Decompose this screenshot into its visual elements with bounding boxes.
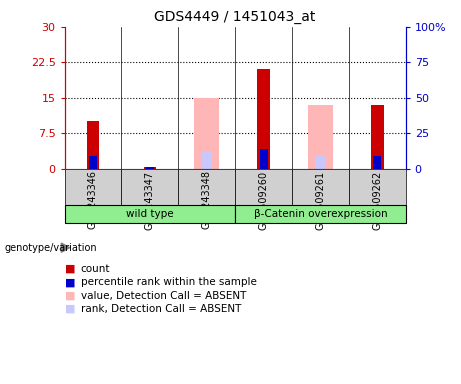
Text: genotype/variation: genotype/variation bbox=[5, 243, 97, 253]
Title: GDS4449 / 1451043_at: GDS4449 / 1451043_at bbox=[154, 10, 316, 25]
Bar bbox=[201, 152, 212, 169]
Text: percentile rank within the sample: percentile rank within the sample bbox=[81, 277, 257, 287]
Bar bbox=[373, 156, 381, 169]
Text: ■: ■ bbox=[65, 264, 75, 274]
Bar bbox=[146, 167, 154, 169]
Bar bbox=[65, 205, 235, 223]
Text: ■: ■ bbox=[65, 304, 75, 314]
Bar bbox=[178, 169, 235, 205]
Text: ■: ■ bbox=[65, 277, 75, 287]
Bar bbox=[371, 105, 384, 169]
Text: wild type: wild type bbox=[126, 209, 174, 219]
Text: β-Catenin overexpression: β-Catenin overexpression bbox=[254, 209, 387, 219]
Bar bbox=[65, 169, 121, 205]
Bar bbox=[292, 169, 349, 205]
Text: GSM509261: GSM509261 bbox=[315, 170, 325, 230]
Text: GSM243347: GSM243347 bbox=[145, 170, 155, 230]
Text: GSM509260: GSM509260 bbox=[259, 170, 269, 230]
Text: GSM243346: GSM243346 bbox=[88, 170, 98, 229]
Bar bbox=[349, 169, 406, 205]
Bar bbox=[89, 156, 97, 169]
Bar bbox=[260, 149, 267, 169]
Bar bbox=[121, 169, 178, 205]
Bar bbox=[145, 167, 155, 169]
Text: GSM243348: GSM243348 bbox=[201, 170, 212, 229]
Bar bbox=[143, 167, 156, 169]
Text: GSM509262: GSM509262 bbox=[372, 170, 382, 230]
Text: ■: ■ bbox=[65, 291, 75, 301]
Bar bbox=[257, 70, 270, 169]
Bar bbox=[315, 156, 325, 169]
Bar bbox=[235, 205, 406, 223]
Bar bbox=[307, 105, 333, 169]
Bar bbox=[87, 121, 99, 169]
Text: rank, Detection Call = ABSENT: rank, Detection Call = ABSENT bbox=[81, 304, 241, 314]
Text: value, Detection Call = ABSENT: value, Detection Call = ABSENT bbox=[81, 291, 246, 301]
Bar bbox=[194, 98, 219, 169]
Text: count: count bbox=[81, 264, 110, 274]
Bar bbox=[235, 169, 292, 205]
